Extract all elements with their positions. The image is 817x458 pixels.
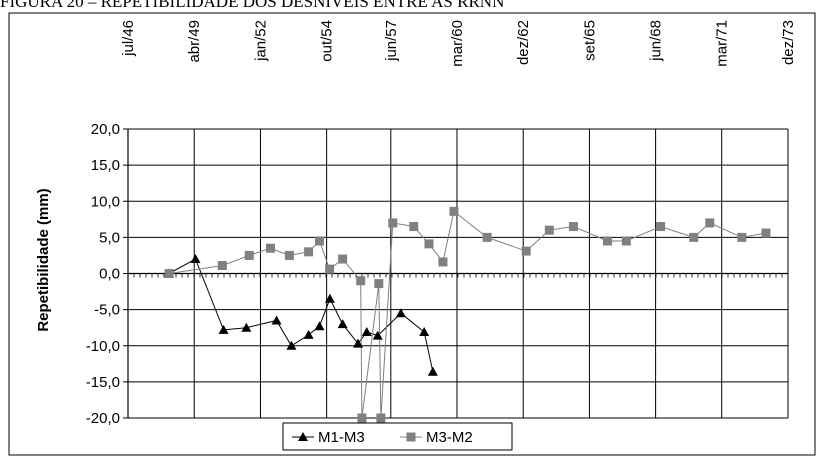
- data-point-M1-M3: [303, 329, 314, 339]
- data-point-M3-M2: [544, 225, 554, 235]
- data-point-M3-M2: [602, 236, 612, 246]
- x-tick-labels: jul/46 abr/49 jan/52 out/54 jun/57 mar/60 dez/…: [120, 20, 797, 67]
- grid: [123, 128, 789, 419]
- data-point-M1-M3: [427, 366, 438, 376]
- data-point-M1-M3: [337, 319, 348, 329]
- x-tick-label: jan/52: [252, 20, 269, 62]
- chart-frame: [8, 12, 816, 456]
- legend-marker-M1-M3: [298, 432, 308, 441]
- data-point-M1-M3: [372, 330, 383, 340]
- data-point-M3-M2: [217, 261, 227, 271]
- data-point-M3-M2: [376, 413, 386, 423]
- y-tick-labels: 20,0 15,0 10,0 5,0 0,0 -5,0 -10,0 -15,0 -20,0: [86, 121, 120, 427]
- data-point-M1-M3: [395, 308, 406, 318]
- x-tick-label: set/65: [581, 20, 598, 61]
- x-tick-label: jul/46: [120, 20, 137, 57]
- data-point-M3-M2: [705, 218, 715, 228]
- data-point-M3-M2: [656, 222, 666, 232]
- y-tick-label: 20,0: [91, 121, 120, 138]
- legend-label-M1-M3: M1-M3: [318, 429, 365, 446]
- data-point-M3-M2: [409, 222, 419, 232]
- x-tick-label: mar/71: [714, 20, 731, 67]
- x-tick-label: jun/68: [648, 20, 665, 62]
- legend: M1-M3 M3-M2: [282, 422, 513, 451]
- y-tick-label: -15,0: [86, 374, 120, 391]
- data-point-M1-M3: [286, 340, 297, 350]
- y-tick-label: -5,0: [94, 302, 120, 319]
- data-point-M3-M2: [438, 257, 448, 267]
- x-tick-label: out/54: [319, 20, 336, 62]
- data-point-M3-M2: [284, 250, 294, 260]
- y-axis-label: Repetibilidade (mm): [35, 188, 52, 331]
- data-point-M1-M3: [352, 338, 363, 348]
- data-point-M3-M2: [338, 254, 348, 264]
- legend-label-M3-M2: M3-M2: [426, 429, 473, 446]
- data-point-M3-M2: [164, 269, 174, 278]
- data-point-M1-M3: [314, 321, 325, 331]
- data-point-M3-M2: [482, 232, 492, 242]
- x-tick-label: dez/62: [515, 20, 532, 65]
- data-point-M3-M2: [244, 250, 254, 260]
- x-tick-label: abr/49: [186, 20, 203, 63]
- data-point-M3-M2: [521, 246, 531, 256]
- data-point-M3-M2: [315, 236, 325, 246]
- data-point-M3-M2: [761, 228, 771, 238]
- data-point-M1-M3: [241, 322, 252, 332]
- y-tick-label: -20,0: [86, 410, 120, 427]
- y-tick-label: 10,0: [91, 193, 120, 210]
- data-point-M3-M2: [424, 239, 434, 249]
- data-point-M1-M3: [324, 293, 335, 303]
- data-point-M3-M2: [737, 232, 747, 242]
- data-point-M1-M3: [361, 327, 372, 337]
- y-tick-label: 15,0: [91, 157, 120, 174]
- data-point-M3-M2: [449, 206, 459, 216]
- y-tick-label: -10,0: [86, 338, 120, 355]
- data-point-M3-M2: [689, 232, 699, 242]
- figure-caption: FIGURA 20 – REPETIBILIDADE DOS DESNÍVEIS…: [0, 0, 505, 11]
- data-point-M3-M2: [568, 222, 578, 232]
- data-point-M3-M2: [621, 236, 631, 246]
- data-point-M3-M2: [356, 276, 366, 286]
- data-point-M3-M2: [374, 279, 384, 289]
- data-point-M3-M2: [388, 218, 398, 228]
- x-tick-label: dez/73: [780, 20, 797, 65]
- data-point-M1-M3: [419, 327, 430, 337]
- data-point-M3-M2: [265, 243, 275, 253]
- legend-marker-M3-M2: [406, 432, 416, 442]
- data-point-M3-M2: [357, 413, 367, 423]
- data-point-M1-M3: [190, 254, 201, 264]
- series-markers: [164, 206, 771, 423]
- x-tick-label: mar/60: [449, 20, 466, 67]
- series-line-M1-M3: [168, 258, 434, 372]
- data-point-M3-M2: [304, 247, 314, 257]
- legend-box: [282, 422, 513, 451]
- x-tick-label: jun/57: [383, 20, 400, 62]
- y-tick-label: 0,0: [99, 266, 120, 283]
- data-point-M1-M3: [271, 315, 282, 325]
- y-tick-label: 5,0: [99, 229, 120, 246]
- data-point-M1-M3: [218, 324, 229, 334]
- data-point-M3-M2: [325, 264, 335, 274]
